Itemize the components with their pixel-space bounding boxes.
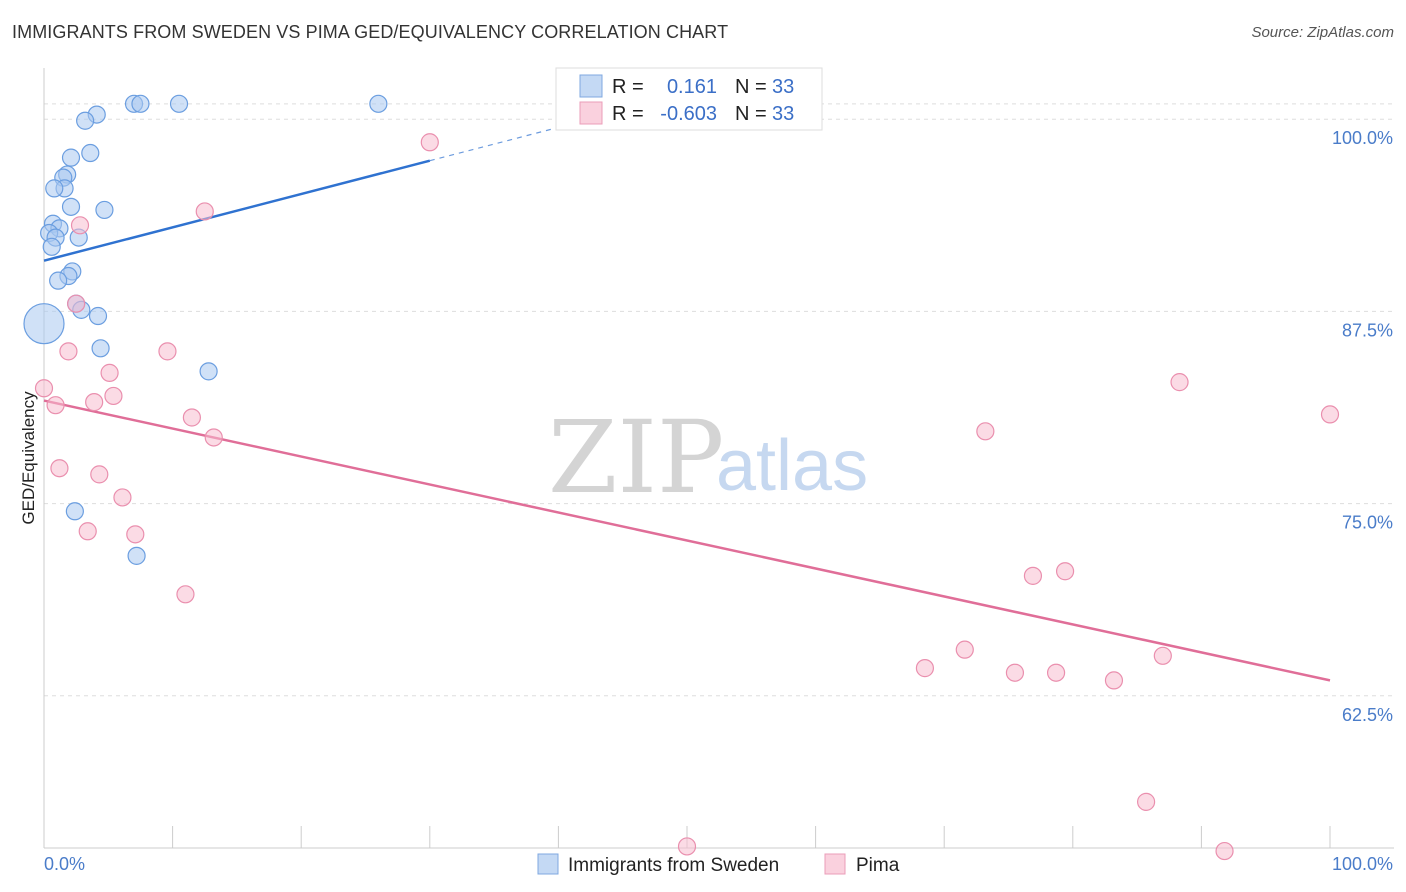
series-legend: Immigrants from Sweden Pima: [537, 853, 900, 876]
data-point-pima: [100, 363, 119, 382]
legend-r-value-blue: 0.161: [667, 76, 717, 98]
y-axis-title: GED/Equivalency: [19, 391, 38, 525]
data-point-sweden: [127, 546, 146, 565]
data-point-pima: [195, 202, 214, 221]
data-point-sweden: [81, 143, 100, 163]
source-credit: Source: ZipAtlas.com: [1251, 24, 1394, 41]
data-point-pima: [677, 837, 697, 856]
data-point-sweden: [45, 179, 64, 198]
data-point-pima: [34, 379, 54, 398]
series-legend-label-pima: Pima: [856, 855, 900, 876]
legend-n-label-pink: N =: [735, 103, 767, 125]
data-point-pima: [1153, 646, 1172, 665]
data-point-pima: [182, 408, 201, 427]
legend-swatch-pink: [579, 101, 603, 125]
data-point-pima: [1137, 792, 1156, 811]
data-point-sweden: [23, 303, 65, 345]
data-point-pima: [1104, 671, 1124, 690]
data-point-pima: [50, 459, 69, 478]
data-point-pima: [78, 522, 97, 541]
legend-swatch-blue: [579, 74, 603, 98]
series-legend-swatch-pink: [824, 853, 846, 875]
data-point-pima: [420, 133, 439, 152]
y-tick-label: 62.5%: [1342, 705, 1393, 725]
data-point-sweden: [65, 502, 84, 521]
watermark-zip: ZIP: [548, 399, 724, 516]
x-tick-label: 100.0%: [1332, 854, 1393, 874]
y-tick-labels: 100.0% 87.5% 75.0% 62.5%: [1332, 128, 1393, 725]
data-point-sweden: [42, 237, 61, 256]
data-point-pima: [158, 342, 177, 361]
data-point-sweden: [76, 111, 95, 130]
data-point-sweden: [91, 339, 110, 358]
data-point-pima: [955, 640, 974, 659]
trend-line-pima: [43, 399, 1331, 682]
data-point-sweden: [199, 362, 218, 381]
series-legend-label-sweden: Immigrants from Sweden: [568, 855, 779, 876]
data-point-pima: [70, 216, 90, 235]
legend-r-value-pink: -0.603: [660, 103, 717, 125]
data-point-pima: [104, 386, 123, 406]
data-point-sweden: [61, 197, 81, 216]
data-point-pima: [976, 422, 995, 441]
data-point-pima: [90, 465, 109, 484]
data-point-pima: [204, 428, 223, 447]
trend-line-sweden: [43, 159, 431, 262]
data-point-pima: [1023, 566, 1043, 585]
x-tick-label: 0.0%: [44, 854, 85, 874]
data-point-sweden: [95, 200, 114, 220]
data-point-pima: [67, 294, 86, 313]
data-point-pima: [59, 342, 78, 361]
data-point-pima: [176, 585, 195, 604]
legend-n-value-pink: 33: [772, 103, 794, 125]
correlation-legend: R = 0.161 N = 33 R = -0.603 N = 33: [555, 67, 823, 131]
data-point-pima: [126, 525, 145, 544]
data-point-pima: [1046, 663, 1066, 682]
axes: [43, 68, 1394, 849]
data-point-pima: [1005, 663, 1025, 682]
series-pima: [34, 133, 1340, 861]
data-point-pima: [46, 396, 65, 415]
data-point-sweden: [169, 94, 189, 113]
watermark: ZIP atlas: [548, 399, 868, 516]
data-point-sweden: [131, 94, 150, 113]
data-point-pima: [915, 659, 935, 678]
data-point-pima: [1055, 562, 1075, 581]
series-legend-swatch-blue: [537, 853, 559, 875]
legend-r-label-pink: R =: [612, 103, 644, 125]
data-point-sweden: [88, 306, 108, 326]
y-tick-label: 87.5%: [1342, 320, 1393, 340]
data-point-sweden: [369, 94, 388, 113]
data-point-sweden: [49, 271, 68, 290]
data-point-pima: [1320, 405, 1340, 424]
data-point-pima: [1215, 841, 1234, 861]
data-point-sweden: [61, 148, 81, 167]
legend-n-value-blue: 33: [772, 76, 794, 98]
legend-r-label-blue: R =: [612, 76, 644, 98]
series-immigrants-from-sweden: [23, 94, 388, 565]
data-point-pima: [113, 488, 132, 507]
legend-n-label-blue: N =: [735, 76, 767, 98]
chart-title: IMMIGRANTS FROM SWEDEN VS PIMA GED/EQUIV…: [12, 22, 729, 42]
x-tick-labels: 0.0% 100.0%: [44, 854, 1393, 874]
watermark-atlas: atlas: [716, 426, 868, 506]
data-point-pima: [85, 393, 104, 412]
y-tick-label: 75.0%: [1342, 513, 1393, 533]
y-tick-label: 100.0%: [1332, 128, 1393, 148]
data-point-pima: [1170, 373, 1189, 392]
